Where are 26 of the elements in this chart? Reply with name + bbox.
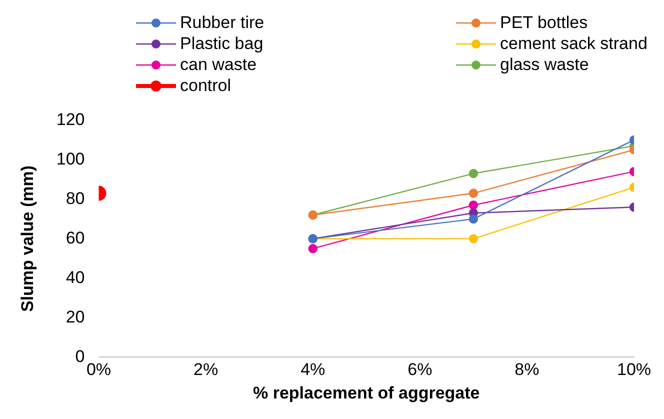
y-tick-label: 60: [66, 228, 85, 248]
x-tick-label: 4%: [300, 360, 326, 380]
legend-label: Rubber tire: [180, 12, 264, 33]
legend-label: PET bottles: [500, 12, 588, 33]
legend-label: Plastic bag: [180, 33, 264, 54]
legend-label: control: [180, 75, 232, 96]
legend-label: can waste: [180, 54, 257, 75]
point: [308, 244, 318, 254]
x-tick-label: 8%: [514, 360, 540, 380]
x-tick-label: 6%: [408, 360, 432, 380]
y-tick-label: 40: [66, 268, 85, 287]
y-tick-label: 100: [56, 149, 85, 168]
x-tick-label: 0%: [86, 360, 112, 380]
y-tick-label: 120: [56, 110, 85, 129]
point: [468, 188, 478, 198]
point: [468, 200, 478, 210]
x-tick-label: 10%: [616, 360, 652, 380]
legend-label: glass waste: [500, 54, 589, 75]
point: [468, 214, 478, 224]
legend-label: cement sack strand: [500, 33, 648, 54]
y-axis-title: Slump value (mm): [18, 165, 37, 312]
y-tick-label: 0: [75, 346, 85, 366]
y-tick-label: 20: [66, 307, 85, 326]
x-tick-label: 2%: [194, 360, 218, 380]
y-tick-label: 80: [66, 188, 85, 208]
x-axis-title: % replacement of aggregate: [253, 383, 480, 402]
